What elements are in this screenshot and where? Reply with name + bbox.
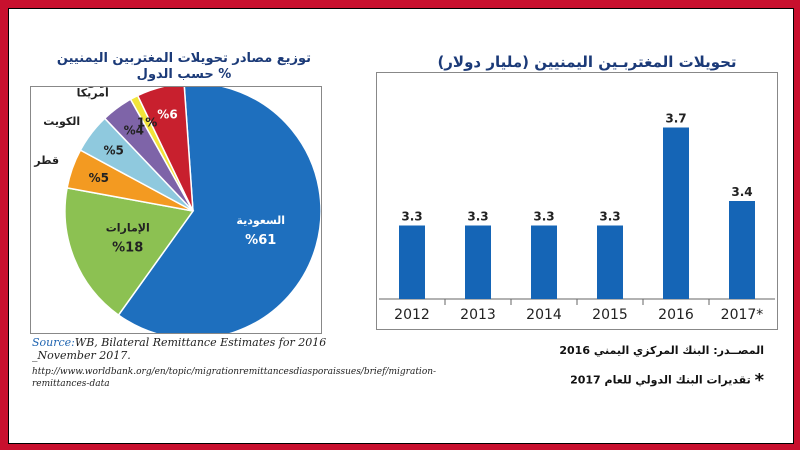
pie-chart-panel: %61 السعودية %18 الإمارات %5 قطر %5 الكويت %4 أمر… — [30, 61, 322, 334]
pie-slice-6 — [136, 87, 194, 212]
pie-chart: %61 السعودية %18 الإمارات %5 قطر %5 الكويت %4 أمر… — [33, 61, 321, 333]
estimate-star: * — [754, 370, 764, 391]
pie-title-line2: حسب الدول % — [136, 67, 232, 82]
pie-value-label-4: %4 — [124, 124, 144, 138]
x-tick-label-4: 2016 — [658, 307, 694, 323]
bar-2013 — [465, 225, 491, 299]
pie-name-label-5: البحرين — [86, 87, 127, 88]
pie-title-line1: توزيع مصادر تحويلات المغتربين اليمنيين — [56, 51, 312, 66]
bar-value-label-3: 3.3 — [599, 210, 620, 224]
bar-chart-panel: 3.3 2012 3.3 2013 3.3 2014 3.3 2015 3.7 2016 3.4 20… — [376, 72, 778, 330]
pie-title: توزيع مصادر تحويلات المغتربين اليمنيين ح… — [29, 51, 339, 83]
source-url[interactable]: http://www.worldbank.org/en/topic/migrat… — [32, 367, 437, 389]
bar-value-label-0: 3.3 — [401, 210, 422, 224]
pie-value-label-6: %6 — [157, 107, 177, 121]
pie-name-label-3: الكويت — [43, 115, 80, 128]
bar-chart: 3.3 2012 3.3 2013 3.3 2014 3.3 2015 3.7 2016 3.4 20… — [379, 112, 775, 323]
x-tick-label-0: 2012 — [394, 307, 430, 323]
bar-2016 — [663, 127, 689, 299]
estimate-text: تقديرات البنك الدولي للعام 2017 — [570, 373, 751, 387]
x-tick-label-2: 2014 — [526, 307, 562, 323]
x-tick-label-5: 2017* — [721, 307, 764, 323]
pie-value-label-0: %61 — [245, 233, 276, 248]
pie-name-label-1: الإمارات — [106, 221, 150, 234]
source-text: WB, Bilateral Remittance Estimates for 2… — [32, 336, 327, 362]
bar-value-label-5: 3.4 — [731, 185, 752, 199]
pie-name-label-2: قطر — [33, 154, 59, 167]
x-tick-label-3: 2015 — [592, 307, 628, 323]
bar-2017* — [729, 201, 755, 299]
pie-value-label-5: 1% — [137, 115, 157, 129]
pie-slice-0 — [117, 87, 321, 333]
estimate-note: * تقديرات البنك الدولي للعام 2017 — [570, 370, 764, 391]
central-bank-source-note: المصــدر: البنك المركزي اليمني 2016 — [559, 344, 764, 357]
bar-2012 — [399, 225, 425, 299]
pie-name-label-0: السعودية — [236, 214, 285, 227]
bar-value-label-1: 3.3 — [467, 210, 488, 224]
pie-value-label-1: %18 — [112, 240, 143, 255]
x-tick-label-1: 2013 — [460, 307, 496, 323]
bar-title: تحويلات المغتربـين اليمنيين (مليار دولار… — [437, 53, 737, 71]
pie-name-label-4: أمريكا — [77, 87, 109, 100]
bar-value-label-2: 3.3 — [533, 210, 554, 224]
bar-2014 — [531, 225, 557, 299]
pie-value-label-2: %5 — [89, 171, 109, 185]
bar-2015 — [597, 225, 623, 299]
source-label: Source: — [32, 336, 75, 349]
pie-value-label-3: %5 — [103, 143, 123, 157]
source-note: Source:WB, Bilateral Remittance Estimate… — [32, 336, 437, 390]
pie-slice-1 — [64, 187, 195, 317]
bar-value-label-4: 3.7 — [665, 112, 686, 126]
